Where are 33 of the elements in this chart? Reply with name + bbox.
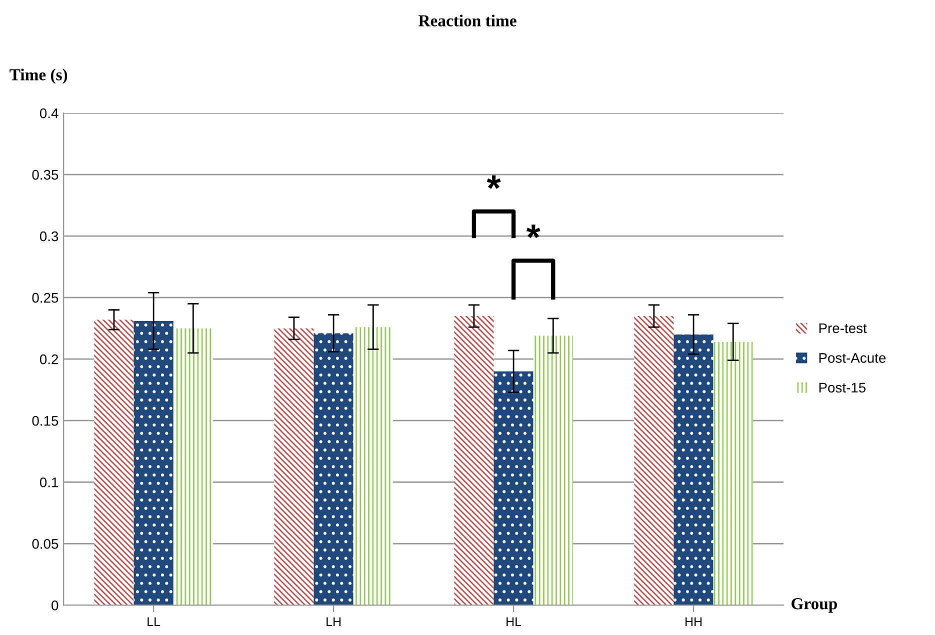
y-tick-label: 0.3 — [40, 231, 58, 242]
y-tick-label: 0 — [52, 600, 58, 610]
legend-label: Pre-test — [819, 323, 867, 334]
bar — [674, 334, 714, 606]
y-tick-label: 0.15 — [32, 416, 58, 426]
x-tick-label: LH — [326, 617, 341, 626]
y-tick-label: 0.2 — [40, 354, 58, 364]
bar — [494, 371, 534, 606]
legend-label: Post-Acute — [819, 353, 886, 363]
y-tick-label: 0.25 — [32, 292, 58, 303]
bar — [634, 316, 674, 606]
y-tick-label: 0.05 — [32, 538, 58, 549]
bar — [274, 328, 314, 606]
annotation: * — [486, 175, 501, 189]
x-tick-label: HH — [686, 617, 702, 626]
bar — [134, 320, 174, 606]
bar — [533, 336, 573, 606]
legend-label: Post-15 — [819, 382, 866, 393]
y-axis-title: Time (s) — [10, 68, 68, 84]
y-tick-label: 0.1 — [40, 477, 58, 488]
bar — [314, 333, 354, 606]
x-tick-label: LL — [148, 617, 160, 626]
x-axis-title: Group — [792, 598, 837, 613]
bar — [454, 316, 494, 606]
bar — [94, 320, 134, 606]
y-tick-label: 0.35 — [32, 170, 58, 180]
bar — [713, 342, 753, 606]
annotation: * — [526, 224, 540, 238]
chart-title: Reaction time — [418, 14, 516, 26]
bar — [173, 328, 213, 606]
x-tick-label: HL — [506, 617, 522, 626]
y-tick-label: 0.4 — [40, 108, 58, 118]
bar — [353, 327, 393, 606]
